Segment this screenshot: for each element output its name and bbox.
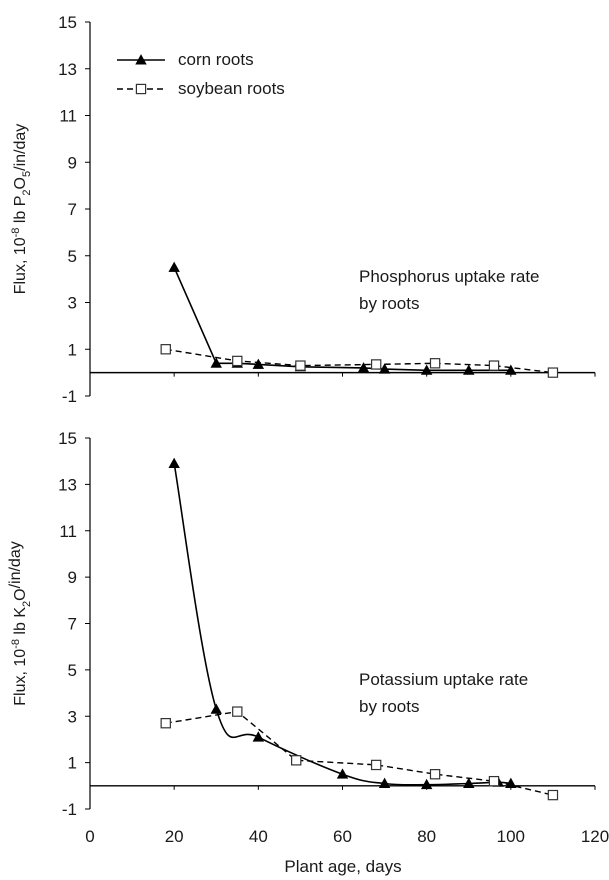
y-tick-label: 1 — [68, 754, 77, 773]
y-axis-label-sub1: 2 — [21, 189, 33, 195]
y-axis-label-mid2: O — [12, 177, 29, 189]
y-axis-label-mid: lb P — [12, 196, 29, 228]
soybean-roots-point — [291, 755, 302, 766]
x-tick-label: 120 — [581, 827, 609, 846]
corn-roots-point — [420, 778, 433, 790]
potassium-curves — [165, 463, 554, 796]
corn-roots-point — [505, 364, 517, 375]
soybean-roots-point — [160, 718, 171, 729]
soybean-roots-point — [547, 789, 559, 801]
legend-soybean-label: soybean roots — [178, 79, 285, 98]
panel-annotation: Phosphorus uptake rate — [359, 267, 540, 286]
y-tick-label: 3 — [68, 707, 77, 726]
y-axis-label-mid: lb K — [12, 607, 29, 639]
soybean-roots-point — [232, 706, 243, 717]
y-axis-label-prefix: Flux, 10 — [12, 649, 29, 706]
y-axis-label-sup: -8 — [10, 639, 22, 649]
y-tick-label: 9 — [68, 568, 77, 587]
corn-roots-point — [135, 54, 147, 65]
legend-corn-label: corn roots — [178, 50, 254, 69]
corn-roots-point — [357, 362, 370, 373]
y-tick-label: 7 — [68, 615, 77, 634]
panel-annotation: Potassium uptake rate — [359, 670, 528, 689]
corn-roots-point — [210, 703, 222, 714]
y-axis-label-suffix: /in/day — [7, 541, 24, 588]
x-tick-label: 20 — [165, 827, 184, 846]
y-tick-label: 5 — [68, 247, 77, 266]
x-axis-label: Plant age, days — [284, 857, 401, 876]
corn-roots-point — [420, 364, 433, 375]
soybean-roots-point — [160, 344, 171, 355]
corn-roots-point — [168, 457, 180, 468]
x-tick-label: 0 — [85, 827, 94, 846]
corn-roots-point — [210, 357, 222, 368]
y-tick-label: 13 — [58, 475, 77, 494]
y-axis-label-suffix: /in/day — [12, 124, 29, 171]
y-tick-label: -1 — [62, 387, 77, 406]
potassium-markers — [160, 457, 559, 801]
panel-potassium: 15 13 11 9 7 5 3 1 -1 0 20 40 60 80 100 120 Plant age, d… — [7, 429, 609, 876]
y-tick-label: 7 — [68, 200, 77, 219]
y-tick-label: 11 — [59, 522, 77, 541]
y-axis-label: Flux, 10-8 lb K2O/in/day — [7, 541, 33, 705]
y-tick-label: 15 — [58, 13, 77, 32]
y-axis-label-sub1: 2 — [21, 601, 33, 607]
corn-roots-point — [252, 358, 265, 369]
corn-roots-point — [463, 777, 475, 788]
x-tick-label: 100 — [497, 827, 525, 846]
y-tick-label: 13 — [58, 60, 77, 79]
soybean-roots-point — [429, 769, 441, 780]
potassium-axes: 15 13 11 9 7 5 3 1 -1 0 20 40 60 80 100 120 Plant age, d… — [7, 429, 609, 876]
corn-roots-point — [463, 364, 475, 375]
corn-roots-line — [173, 463, 511, 786]
y-axis-label-sub2: 5 — [21, 171, 33, 177]
y-tick-label: 15 — [58, 429, 77, 448]
soybean-roots-point — [295, 360, 306, 371]
x-tick-label: 80 — [417, 827, 436, 846]
soybean-roots-point — [370, 359, 382, 370]
soybean-roots-point — [370, 759, 382, 771]
y-axis-label: Flux, 10-8 lb P2O5/in/day — [10, 124, 33, 295]
y-tick-label: 9 — [68, 153, 77, 172]
corn-roots-point — [168, 261, 180, 272]
x-tick-label: 40 — [249, 827, 268, 846]
y-tick-label: 3 — [68, 294, 77, 313]
y-axis-label-prefix: Flux, 10 — [12, 237, 29, 294]
corn-roots-point — [378, 363, 391, 374]
legend: corn roots soybean roots — [117, 50, 285, 98]
corn-roots-point — [336, 768, 349, 779]
soybean-roots-point — [488, 775, 500, 787]
soybean-roots-point — [429, 358, 441, 369]
soybean-roots-point — [488, 360, 500, 371]
corn-roots-point — [378, 777, 391, 788]
y-axis-label-sup: -8 — [10, 228, 22, 238]
soybean-roots-point — [547, 367, 559, 378]
corn-roots-point — [505, 777, 517, 788]
panel-annotation: by roots — [359, 697, 419, 716]
phosphorus-markers — [160, 261, 559, 378]
y-tick-label: 5 — [68, 661, 77, 680]
soybean-roots-point — [135, 83, 147, 95]
y-tick-label: 11 — [59, 107, 77, 126]
y-tick-label: 1 — [68, 340, 77, 359]
x-tick-label: 60 — [333, 827, 352, 846]
panel-annotation: by roots — [359, 294, 419, 313]
soybean-roots-point — [232, 355, 243, 367]
y-axis-label-mid2: O — [12, 588, 29, 600]
y-tick-label: -1 — [62, 800, 77, 819]
corn-roots-point — [252, 731, 265, 742]
corn-roots-line — [173, 267, 511, 372]
